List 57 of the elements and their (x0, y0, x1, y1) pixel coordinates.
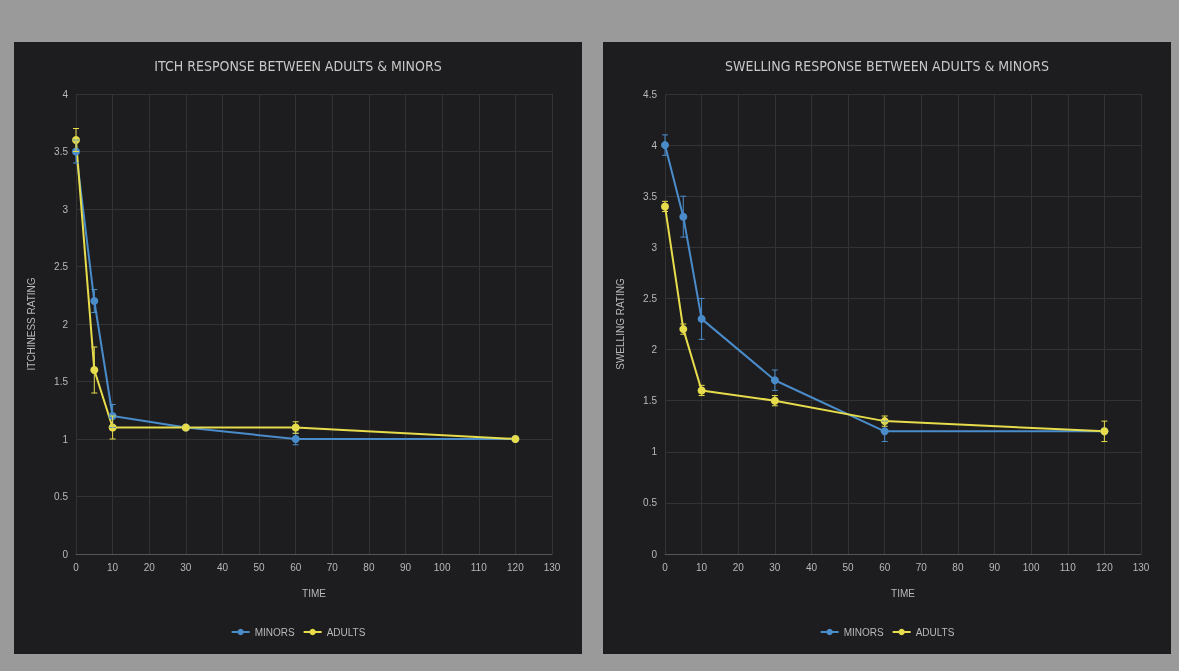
x-tick-label: 60 (879, 561, 891, 573)
x-tick-label: 20 (143, 561, 156, 573)
y-tick-label: 2.5 (643, 292, 658, 304)
legend-label: ADULTS (326, 626, 366, 638)
y-tick-label: 1.5 (54, 376, 69, 387)
x-tick-label: 90 (988, 561, 1001, 573)
y-tick-label: 1 (651, 446, 658, 458)
x-tick-label: 20 (732, 561, 745, 573)
x-tick-label: 70 (915, 561, 928, 573)
x-tick-label: 40 (805, 561, 818, 573)
x-tick-label: 10 (696, 561, 708, 573)
legend-label: ADULTS (915, 626, 955, 638)
x-tick-label: 40 (216, 561, 229, 573)
y-axis-title: SWELLING RATING (614, 278, 626, 370)
y-tick-label: 2 (62, 318, 69, 330)
y-tick-label: 1.5 (643, 395, 658, 407)
y-tick-label: 4.5 (643, 88, 658, 100)
x-tick-label: 130 (1132, 561, 1150, 573)
chart-title: ITCH RESPONSE BETWEEN ADULTS & MINORS (154, 58, 442, 74)
x-tick-label: 120 (507, 561, 525, 573)
y-axis-title: ITCHINESS RATING (25, 277, 37, 371)
y-tick-label: 0 (651, 548, 658, 560)
x-tick-label: 130 (543, 561, 561, 573)
y-tick-label: 3.5 (54, 146, 69, 157)
x-tick-label: 60 (290, 561, 302, 573)
y-tick-label: 3.5 (643, 190, 658, 202)
y-tick-label: 3 (651, 241, 658, 253)
y-tick-label: 0 (62, 548, 69, 560)
x-tick-label: 100 (433, 561, 451, 573)
x-tick-label: 10 (107, 561, 119, 573)
x-tick-label: 30 (180, 561, 192, 573)
x-tick-label: 30 (769, 561, 781, 573)
y-tick-label: 1 (62, 433, 69, 445)
x-tick-label: 110 (1059, 561, 1077, 573)
x-tick-label: 120 (1096, 561, 1114, 573)
legend-label: MINORS (254, 626, 295, 638)
x-tick-label: 80 (952, 561, 964, 573)
y-tick-label: 2.5 (54, 261, 69, 272)
x-tick-label: 70 (326, 561, 339, 573)
x-tick-label: 50 (842, 561, 855, 573)
x-axis-title: TIME (302, 587, 327, 599)
x-tick-label: 0 (73, 561, 80, 573)
y-tick-label: 0.5 (643, 497, 658, 509)
y-tick-label: 3 (62, 203, 69, 215)
legend-label: MINORS (843, 626, 884, 638)
x-tick-label: 90 (399, 561, 412, 573)
x-tick-label: 80 (363, 561, 375, 573)
x-tick-label: 50 (253, 561, 266, 573)
x-tick-label: 0 (662, 561, 669, 573)
y-tick-label: 0.5 (54, 491, 69, 502)
chart-title: SWELLING RESPONSE BETWEEN ADULTS & MINORS (725, 58, 1049, 74)
x-tick-label: 110 (470, 561, 488, 573)
y-tick-label: 4 (62, 88, 69, 100)
y-tick-label: 4 (651, 139, 658, 151)
x-axis-title: TIME (891, 587, 916, 599)
y-tick-label: 2 (651, 344, 658, 356)
x-tick-label: 100 (1022, 561, 1040, 573)
